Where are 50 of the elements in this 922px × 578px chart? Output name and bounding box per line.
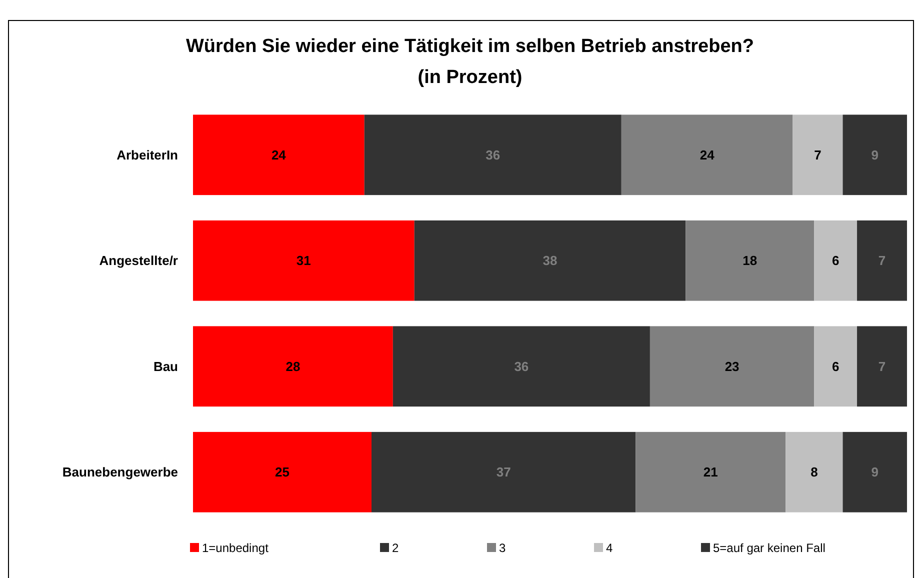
data-label: 8	[810, 464, 818, 480]
bar	[193, 220, 414, 301]
data-label: 28	[286, 358, 300, 374]
y-tick-label: Angestellte/r	[99, 253, 178, 268]
bar	[636, 432, 786, 512]
y-tick-label: Bau	[153, 358, 178, 374]
data-label: 25	[275, 464, 290, 480]
bar	[650, 326, 814, 407]
chart-title: Würden Sie wieder eine Tätigkeit im selben Betrieb anstreben? (in Prozent)	[186, 36, 754, 88]
y-tick-label: ArbeiterIn	[116, 147, 178, 162]
bar	[193, 326, 393, 407]
bar	[364, 114, 622, 196]
data-label: 37	[496, 464, 511, 480]
legend-label: 1=unbedingt	[202, 541, 270, 556]
bar	[857, 326, 907, 407]
legend-label: 5=auf gar keinen Fall	[713, 541, 826, 556]
bar	[842, 432, 907, 512]
data-label: 21	[703, 464, 718, 480]
data-label: 31	[296, 253, 311, 268]
data-label: 36	[486, 147, 500, 162]
legend-label: 4	[606, 541, 613, 556]
bar	[857, 220, 907, 301]
data-label: 6	[832, 358, 840, 374]
bar	[193, 114, 364, 196]
bar	[414, 220, 686, 301]
data-label: 36	[514, 358, 529, 374]
y-tick-label: Baunebengewerbe	[62, 464, 178, 480]
bar	[372, 432, 636, 512]
bar	[193, 432, 372, 512]
data-label: 9	[871, 147, 878, 162]
bar	[792, 114, 843, 196]
bar	[686, 220, 814, 301]
bar	[842, 114, 907, 196]
data-label: 7	[878, 358, 886, 374]
data-label: 7	[814, 147, 822, 162]
data-label: 23	[724, 358, 740, 374]
data-label: 24	[271, 147, 287, 162]
bar	[814, 326, 858, 407]
data-label: 24	[700, 147, 716, 162]
legend-label: 2	[392, 541, 399, 556]
bar	[392, 326, 650, 407]
data-label: 9	[871, 464, 878, 480]
data-label: 18	[742, 253, 758, 268]
legend-label: 3	[499, 541, 506, 556]
data-label: 6	[832, 253, 840, 268]
bar	[786, 432, 843, 512]
data-label: 7	[878, 253, 886, 268]
bar	[621, 114, 793, 196]
bar	[814, 220, 858, 301]
data-label: 38	[542, 253, 558, 268]
